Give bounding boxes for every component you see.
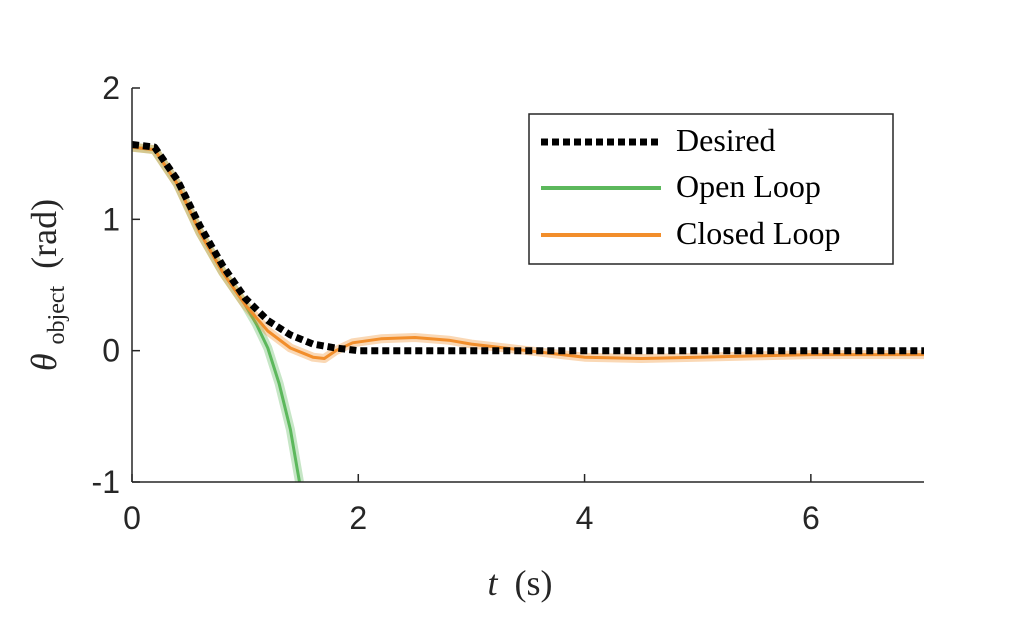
y-axis-label: θ object (rad): [24, 199, 72, 371]
y-tick-label: -1: [92, 464, 120, 500]
x-tick-label: 0: [123, 500, 141, 536]
legend-label-open-loop: Open Loop: [676, 168, 821, 204]
x-axis-label: t (s): [487, 563, 552, 603]
legend: Desired Open Loop Closed Loop: [528, 113, 894, 265]
legend-label-desired: Desired: [676, 122, 776, 158]
series-line-closed-loop: [131, 145, 924, 360]
y-tick-label: 0: [102, 333, 120, 369]
x-tick-label: 4: [576, 500, 594, 536]
y-tick-label: 2: [102, 70, 120, 106]
legend-label-closed-loop: Closed Loop: [676, 215, 840, 251]
y-ticks: -1 0 1 2: [92, 70, 140, 500]
x-tick-label: 2: [349, 500, 367, 536]
plot-lines: [131, 141, 924, 483]
x-tick-label: 6: [802, 500, 820, 536]
x-ticks: 0 2 4 6: [123, 474, 820, 536]
y-tick-label: 1: [102, 201, 120, 237]
